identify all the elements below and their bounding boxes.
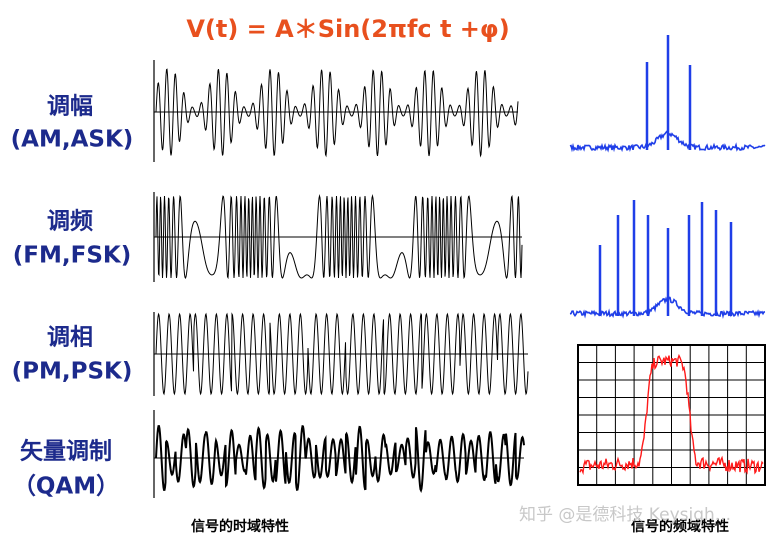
waveform	[155, 194, 523, 280]
row-sublabel: (AM,ASK)	[11, 127, 134, 153]
analyzer-trace	[579, 353, 764, 476]
formula-title: V(t) = A＊Sin(2πfc t +φ)	[186, 15, 509, 43]
caption-frequency: 信号的频域特性	[631, 518, 729, 535]
row-sublabel: （QAM）	[13, 473, 119, 500]
watermark: 知乎 @是德科技 Keysigh...	[519, 505, 731, 525]
waveform	[155, 68, 519, 158]
row-label: 矢量调制	[20, 438, 112, 465]
row-sublabel: (PM,PSK)	[12, 359, 133, 385]
waveform	[155, 424, 525, 494]
waveform	[155, 312, 529, 396]
row-label: 调相	[47, 325, 93, 351]
row-label: 调幅	[47, 94, 93, 120]
artwork	[153, 35, 766, 498]
row-sublabel: (FM,FSK)	[13, 243, 131, 269]
row-label: 调频	[47, 209, 93, 235]
caption-time: 信号的时域特性	[191, 518, 289, 535]
